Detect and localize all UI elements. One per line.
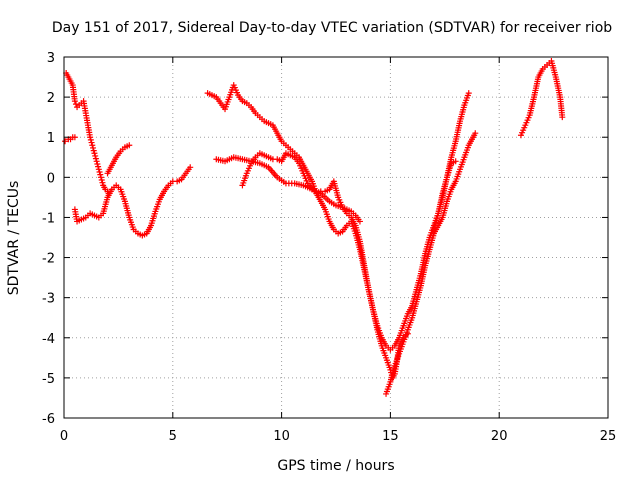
x-axis-label: GPS time / hours [277, 458, 394, 474]
x-tick-label: 15 [382, 429, 399, 444]
data-point [93, 158, 100, 165]
data-point-interp [72, 101, 79, 108]
data-point [95, 166, 102, 173]
data-point [559, 114, 566, 121]
data-point-interp [92, 155, 99, 162]
data-point-interp [90, 147, 97, 154]
grid [64, 57, 608, 418]
series-seg-c [104, 142, 133, 177]
data-point-interp [96, 168, 103, 175]
data-point [87, 134, 94, 141]
y-tick-label: -2 [42, 252, 55, 267]
data-point [71, 98, 78, 105]
y-tick-label: 0 [47, 171, 55, 186]
data-point-interp [99, 179, 106, 186]
data-point [187, 164, 194, 171]
data-point [356, 218, 363, 225]
data-point [472, 130, 479, 137]
y-tick-label: 3 [47, 51, 55, 66]
x-tick-label: 20 [491, 429, 508, 444]
data-point [465, 90, 472, 97]
tick-labels: 0 5 10 15 20 25 -6 -5 -4 -3 -2 -1 0 1 2 3 [42, 51, 616, 444]
series-seg-h [383, 130, 479, 397]
y-tick-label: 2 [47, 91, 55, 106]
data-points [62, 58, 566, 397]
y-tick-label: 1 [47, 131, 55, 146]
series-seg-j [517, 58, 566, 139]
y-tick-label: -3 [42, 292, 55, 307]
data-point-interp [98, 177, 105, 184]
data-point [126, 142, 133, 149]
series-seg-i [430, 158, 459, 233]
series-seg-e [204, 82, 411, 381]
y-tick-label: -6 [42, 412, 55, 427]
data-point [97, 174, 104, 181]
x-tick-label: 25 [600, 429, 617, 444]
series-seg-f [213, 90, 472, 353]
series-seg-d [71, 164, 194, 239]
x-tick-label: 5 [169, 429, 177, 444]
data-point [62, 138, 69, 145]
data-point [91, 150, 98, 157]
y-axis-label: SDTVAR / TECUs [6, 181, 22, 296]
data-point-interp [95, 163, 102, 170]
axis-ticks [63, 56, 609, 419]
chart-title: Day 151 of 2017, Sidereal Day-to-day VTE… [52, 20, 612, 36]
y-tick-label: -5 [42, 372, 55, 387]
data-point-interp [90, 144, 97, 151]
y-tick-label: -4 [42, 332, 55, 347]
data-point-interp [94, 160, 101, 167]
x-tick-label: 10 [273, 429, 290, 444]
data-point [71, 134, 78, 141]
y-tick-label: -1 [42, 211, 55, 226]
data-point-interp [92, 152, 99, 159]
plot-frame [63, 56, 609, 419]
data-point [89, 142, 96, 149]
series-seg-b [63, 70, 112, 197]
series-seg-g [239, 150, 363, 225]
data-point-interp [88, 139, 95, 146]
data-point-interp [97, 171, 104, 178]
data-point [452, 158, 459, 165]
data-point-interp [87, 136, 94, 143]
x-tick-label: 0 [60, 429, 68, 444]
